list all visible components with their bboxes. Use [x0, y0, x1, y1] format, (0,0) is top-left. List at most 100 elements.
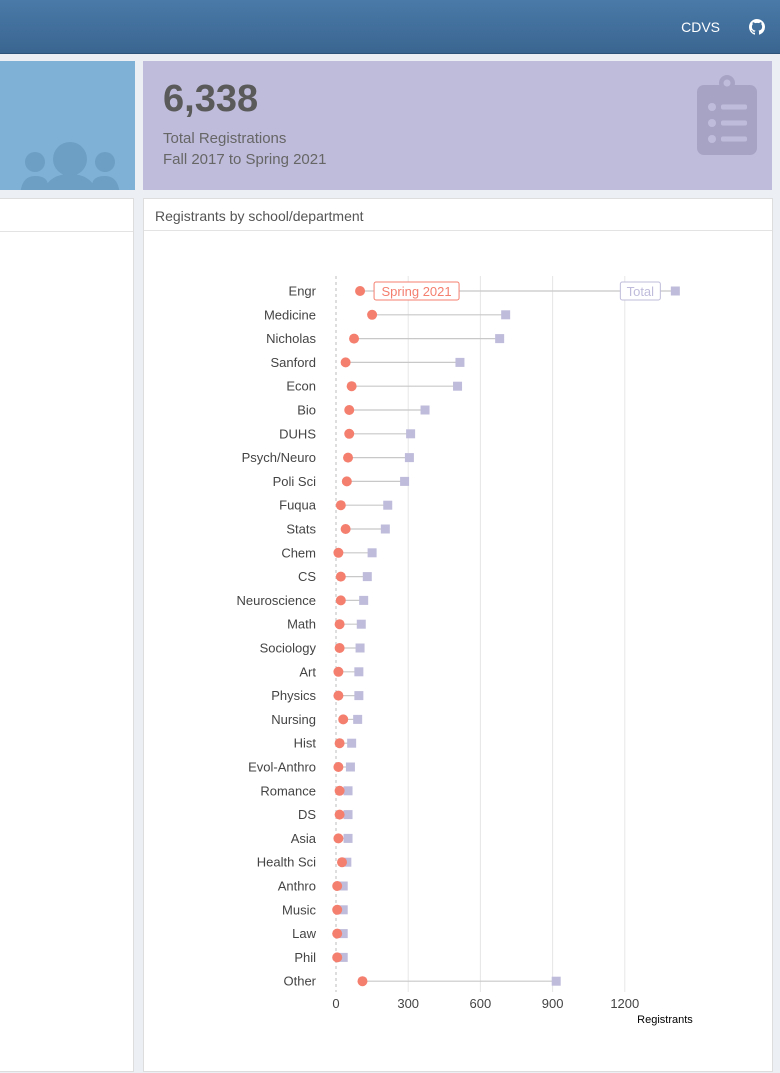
- total-point: [353, 714, 363, 724]
- total-point: [343, 833, 353, 843]
- total-point: [453, 381, 463, 391]
- spring-2021-point: [341, 476, 352, 487]
- spring-2021-point: [332, 904, 343, 915]
- top-navbar: CDVS: [0, 0, 780, 54]
- spring-2021-point: [333, 666, 344, 677]
- spring-2021-point: [333, 547, 344, 558]
- category-label: Sociology: [260, 641, 317, 656]
- brand-link[interactable]: CDVS: [681, 19, 720, 35]
- spring-2021-point: [333, 690, 344, 701]
- total-point: [404, 453, 414, 463]
- total-point: [406, 429, 416, 439]
- spring-2021-point: [367, 309, 378, 320]
- spring-2021-point: [335, 571, 346, 582]
- total-point: [354, 691, 364, 701]
- legend-spring-2021-label: Spring 2021: [382, 284, 452, 299]
- date-range-label: Fall 2017 to Spring 2021: [163, 151, 327, 168]
- category-label: Fuqua: [279, 498, 317, 513]
- category-label: Law: [292, 926, 316, 941]
- spring-2021-point: [355, 286, 366, 296]
- spring-2021-point: [334, 738, 345, 749]
- x-axis-label: Registrants: [637, 1014, 693, 1026]
- spring-2021-point: [344, 428, 355, 439]
- total-point: [356, 619, 366, 629]
- total-point: [400, 476, 410, 486]
- category-label: Nicholas: [266, 331, 316, 346]
- registrants-panel: Registrants by school/department: [143, 198, 773, 1072]
- users-stat-box: [0, 61, 135, 211]
- category-label: Evol-Anthro: [248, 760, 316, 775]
- category-label: DS: [298, 807, 316, 822]
- category-label: Other: [283, 974, 316, 989]
- total-registrations-value: 6,338: [163, 78, 259, 120]
- spring-2021-point: [343, 452, 354, 463]
- total-point: [343, 810, 353, 820]
- total-point: [355, 643, 365, 653]
- category-label: Medicine: [264, 307, 316, 322]
- spring-2021-point: [340, 357, 351, 368]
- total-point: [501, 310, 511, 320]
- total-point: [551, 976, 561, 986]
- category-label: Music: [282, 902, 316, 917]
- category-label: Phil: [294, 950, 316, 965]
- category-label: CS: [298, 569, 316, 584]
- github-icon[interactable]: [749, 19, 765, 35]
- category-label: Anthro: [278, 879, 316, 894]
- category-label: Engr: [289, 284, 317, 299]
- category-label: Econ: [286, 379, 316, 394]
- left-panel: [0, 198, 134, 1072]
- spring-2021-point: [337, 857, 348, 868]
- category-label: Psych/Neuro: [242, 450, 316, 465]
- spring-2021-point: [334, 809, 345, 820]
- total-point: [362, 572, 372, 582]
- total-point: [338, 929, 348, 939]
- legend-total-label: Total: [627, 284, 655, 299]
- spring-2021-point: [332, 952, 343, 963]
- category-label: Sanford: [270, 355, 316, 370]
- total-point: [495, 334, 505, 344]
- category-label: Chem: [281, 545, 316, 560]
- category-label: Asia: [291, 831, 317, 846]
- total-point: [420, 405, 430, 415]
- total-point: [338, 905, 348, 915]
- total-point: [359, 595, 369, 605]
- category-label: Health Sci: [257, 855, 316, 870]
- total-point: [383, 500, 393, 510]
- category-label: Neuroscience: [237, 593, 317, 608]
- total-point: [354, 667, 364, 677]
- total-point: [670, 286, 680, 296]
- category-label: Art: [299, 664, 316, 679]
- total-point: [347, 738, 357, 748]
- panel-title: Registrants by school/department: [144, 199, 772, 231]
- x-tick-label: 900: [542, 996, 564, 1011]
- x-tick-label: 0: [332, 996, 339, 1011]
- legend-total-box: [619, 281, 661, 301]
- total-point: [455, 357, 465, 367]
- spring-2021-point: [346, 381, 357, 392]
- x-tick-label: 1200: [610, 996, 639, 1011]
- x-tick-label: 600: [470, 996, 492, 1011]
- category-label: Stats: [286, 522, 316, 537]
- total-point: [338, 881, 348, 891]
- registrations-stat-box: 6,338 Total Registrations Fall 2017 to S…: [143, 61, 772, 190]
- category-label: DUHS: [279, 426, 316, 441]
- spring-2021-point: [335, 595, 346, 606]
- category-label: Physics: [271, 688, 316, 703]
- category-label: Math: [287, 617, 316, 632]
- spring-2021-point: [338, 714, 349, 725]
- spring-2021-point: [340, 524, 351, 534]
- left-panel-header: [0, 199, 133, 232]
- spring-2021-point: [344, 405, 355, 415]
- spring-2021-point: [334, 619, 345, 630]
- spring-2021-point: [335, 500, 346, 511]
- total-point: [338, 952, 348, 962]
- total-point: [343, 786, 353, 796]
- legend-spring-2021-box: [373, 281, 460, 301]
- spring-2021-point: [357, 976, 368, 987]
- spring-2021-point: [333, 762, 344, 772]
- spring-2021-point: [332, 928, 343, 939]
- category-label: Romance: [260, 783, 316, 798]
- category-label: Poli Sci: [273, 474, 316, 489]
- clipboard-list-icon: [697, 75, 757, 155]
